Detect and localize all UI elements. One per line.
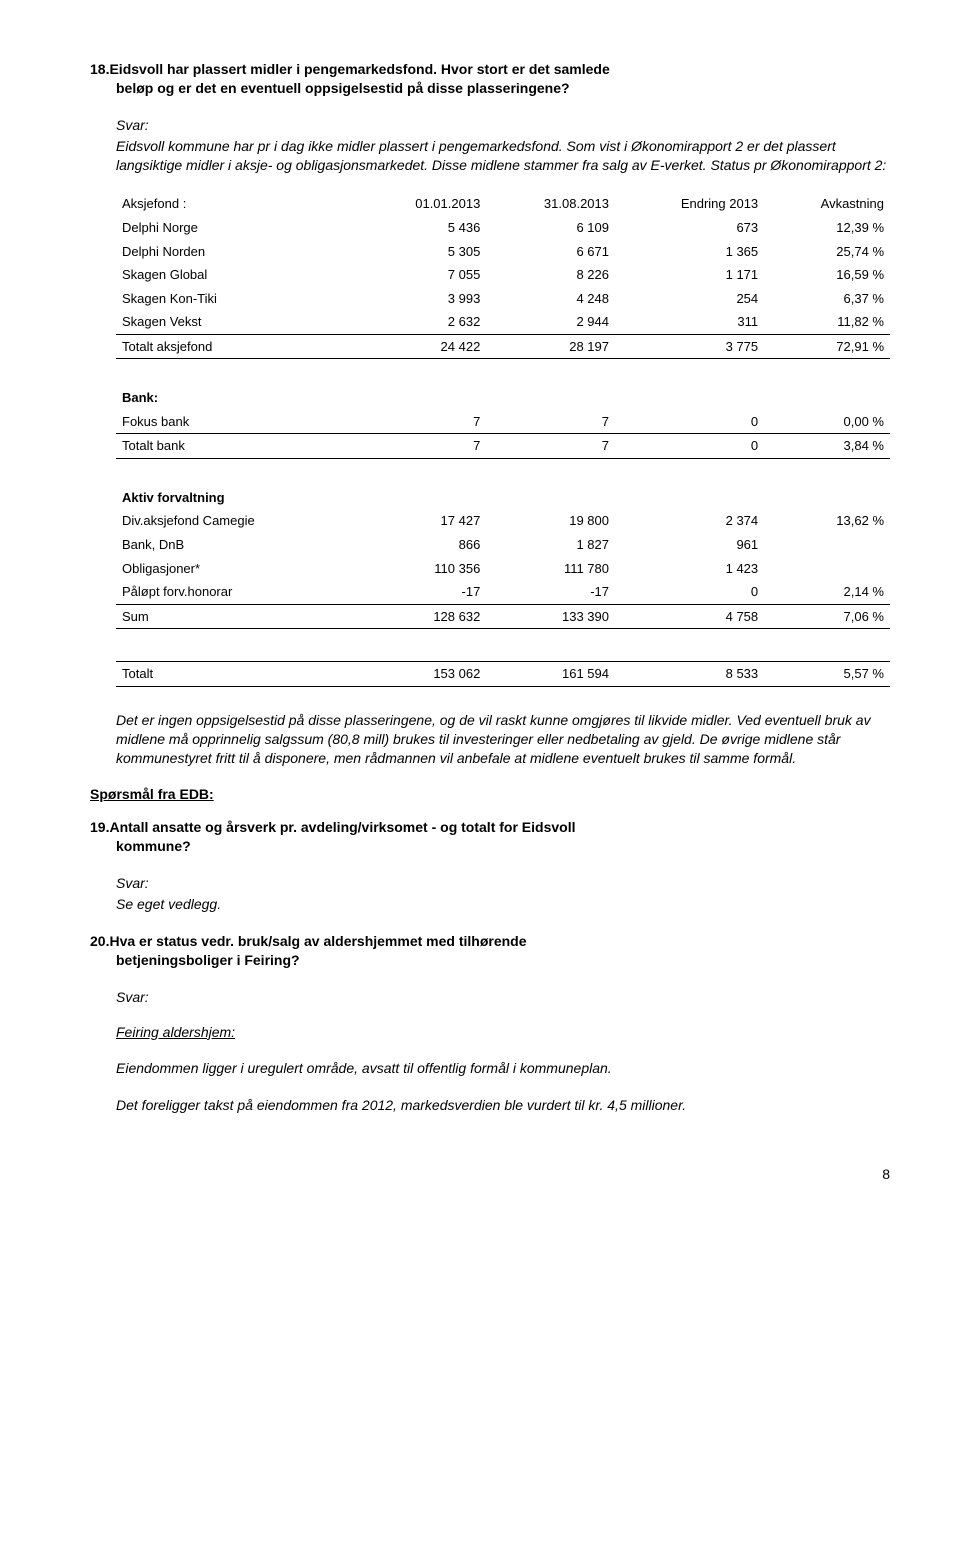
page-number: 8 [90, 1165, 890, 1184]
question-18: 18.Eidsvoll har plassert midler i pengem… [90, 60, 890, 98]
table-row: Obligasjoner*110 356111 7801 423 [116, 557, 890, 581]
table-row: Skagen Kon-Tiki3 9934 2482546,37 % [116, 287, 890, 311]
q20-num: 20. [90, 933, 109, 949]
th: 01.01.2013 [358, 192, 487, 216]
q20-line1: Hva er status vedr. bruk/salg av aldersh… [109, 933, 526, 949]
table-total-row: Totalt bank7703,84 % [116, 434, 890, 459]
q20-p1: Eiendommen ligger i uregulert område, av… [116, 1059, 890, 1078]
table-row: Skagen Vekst2 6322 94431111,82 % [116, 310, 890, 334]
q19-svar-body: Se eget vedlegg. [116, 895, 890, 914]
q18-after-text: Det er ingen oppsigelsestid på disse pla… [116, 711, 890, 768]
q18-line1: Eidsvoll har plassert midler i pengemark… [109, 61, 609, 77]
question-20: 20.Hva er status vedr. bruk/salg av alde… [90, 932, 890, 970]
q19-line2: kommune? [90, 837, 890, 856]
table-row: Div.aksjefond Camegie17 42719 8002 37413… [116, 509, 890, 533]
table-row: Delphi Norden5 3056 6711 36525,74 % [116, 240, 890, 264]
th: 31.08.2013 [486, 192, 615, 216]
table-header-row: Aksjefond : 01.01.2013 31.08.2013 Endrin… [116, 192, 890, 216]
table-row: Påløpt forv.honorar-17-1702,14 % [116, 580, 890, 604]
table-row: Bank, DnB8661 827961 [116, 533, 890, 557]
q19-line1: Antall ansatte og årsverk pr. avdeling/v… [109, 819, 575, 835]
table-total-row: Totalt aksjefond24 42228 1973 77572,91 % [116, 334, 890, 359]
table-section-head: Bank: [116, 375, 890, 410]
q18-num: 18. [90, 61, 109, 77]
table-row: Skagen Global7 0558 2261 17116,59 % [116, 263, 890, 287]
table-grand-total-row: Totalt153 062161 5948 5335,57 % [116, 662, 890, 687]
th: Avkastning [764, 192, 890, 216]
th: Endring 2013 [615, 192, 764, 216]
edb-heading: Spørsmål fra EDB: [90, 785, 890, 804]
q18-svar-body: Eidsvoll kommune har pr i dag ikke midle… [116, 137, 890, 175]
table-row: Delphi Norge5 4366 10967312,39 % [116, 216, 890, 240]
q18-line2: beløp og er det en eventuell oppsigelses… [90, 79, 890, 98]
table-total-row: Sum128 632133 3904 7587,06 % [116, 604, 890, 629]
q18-svar-label: Svar: [116, 116, 890, 135]
q19-svar-label: Svar: [116, 874, 890, 893]
q19-num: 19. [90, 819, 109, 835]
okonomi-table: Aksjefond : 01.01.2013 31.08.2013 Endrin… [116, 192, 890, 686]
question-19: 19.Antall ansatte og årsverk pr. avdelin… [90, 818, 890, 856]
q20-p2: Det foreligger takst på eiendommen fra 2… [116, 1096, 890, 1115]
th: Aksjefond : [116, 192, 358, 216]
table-section-head: Aktiv forvaltning [116, 475, 890, 510]
table-row: Fokus bank7700,00 % [116, 410, 890, 434]
q20-line2: betjeningsboliger i Feiring? [90, 951, 890, 970]
q20-svar-label: Svar: [116, 988, 890, 1007]
q20-subhead: Feiring aldershjem: [116, 1023, 890, 1042]
